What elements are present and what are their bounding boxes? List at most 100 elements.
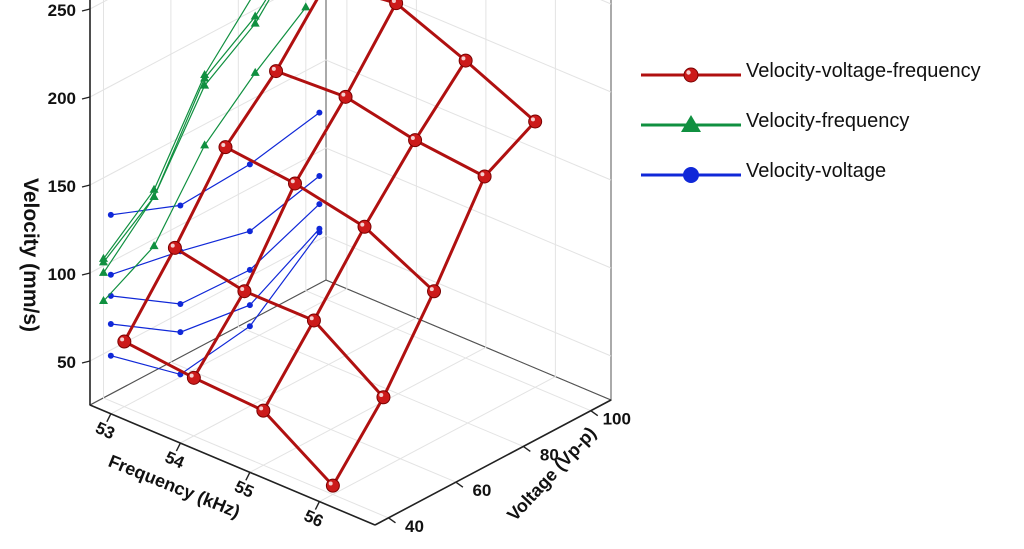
x-tick-mark <box>106 413 112 423</box>
legend-label: Velocity-voltage-frequency <box>746 60 981 82</box>
data-point <box>167 240 182 255</box>
data-point <box>107 211 114 218</box>
data-point-highlight <box>170 243 175 248</box>
data-point <box>237 284 252 299</box>
z-tick-label: 150 <box>48 177 76 196</box>
y-axis-line <box>374 399 612 526</box>
data-point <box>338 89 353 104</box>
data-point <box>218 140 233 155</box>
legend-item-velocity-frequency: Velocity-frequency <box>636 100 1021 150</box>
series-triangle <box>98 0 311 305</box>
legend-swatch-triangle <box>641 115 741 132</box>
data-point-highlight <box>379 393 384 398</box>
data-point-highlight <box>309 316 314 321</box>
y-axis-label: Voltage (Vp-p) <box>503 423 600 525</box>
y-tick-label: 40 <box>405 517 424 536</box>
data-point-highlight <box>530 117 535 122</box>
data-point <box>301 2 311 11</box>
data-point-highlight <box>461 56 466 61</box>
data-point-highlight <box>391 0 396 3</box>
grid-lines <box>89 0 612 519</box>
data-point <box>287 176 302 191</box>
y-tick-mark <box>522 445 531 452</box>
data-point <box>528 114 543 129</box>
legend-item-velocity-voltage-frequency: Velocity-voltage-frequency <box>636 50 1021 100</box>
data-point <box>458 53 473 68</box>
data-point <box>117 334 132 349</box>
data-point-highlight <box>360 222 365 227</box>
data-point <box>357 219 372 234</box>
data-point <box>306 313 321 328</box>
x-tick-label: 53 <box>93 418 118 443</box>
data-point <box>250 67 260 76</box>
series-line <box>110 228 320 333</box>
data-point <box>98 296 108 305</box>
data-point <box>376 390 391 405</box>
data-point <box>107 271 114 278</box>
data-point <box>408 133 423 148</box>
grid-line <box>89 147 612 274</box>
y-tick-mark <box>388 517 396 524</box>
y-tick-label: 60 <box>472 481 491 500</box>
legend-label: Velocity-frequency <box>746 110 910 132</box>
x-axis-line <box>89 404 376 526</box>
data-point-highlight <box>259 406 264 411</box>
data-point <box>107 321 114 328</box>
x-tick-mark <box>175 442 181 452</box>
data-point <box>200 140 210 149</box>
data-point <box>177 202 184 209</box>
z-tick-mark <box>81 184 91 188</box>
z-tick-mark <box>81 96 91 100</box>
data-point <box>177 301 184 308</box>
data-point <box>246 161 253 168</box>
data-point-highlight <box>271 66 276 71</box>
z-tick-label: 100 <box>48 265 76 284</box>
grid-line <box>89 235 612 362</box>
data-point <box>325 478 340 493</box>
x-tick-label: 55 <box>232 477 257 502</box>
series-sphere <box>117 0 543 493</box>
data-point <box>477 169 492 184</box>
series-line <box>110 231 320 376</box>
series-line <box>224 145 436 293</box>
data-point-highlight <box>240 287 245 292</box>
data-point <box>149 184 159 193</box>
data-point <box>98 257 108 266</box>
grid-line <box>170 0 457 483</box>
data-point <box>256 403 271 418</box>
series-line <box>379 0 537 123</box>
z-axis-label: Velocity (mm/s) <box>19 178 42 332</box>
legend-label: Velocity-voltage <box>746 160 887 182</box>
data-point <box>246 228 253 235</box>
data-point-highlight <box>120 337 125 342</box>
data-point-highlight <box>290 179 295 184</box>
data-point <box>389 0 404 11</box>
data-point <box>200 70 210 79</box>
z-tick-mark <box>81 272 91 276</box>
legend-swatch-sphere <box>641 67 741 83</box>
z-tick-label: 250 <box>48 1 76 20</box>
z-tick-label: 50 <box>57 353 76 372</box>
data-point <box>149 241 159 250</box>
legend-swatch-circle <box>641 167 741 183</box>
data-point-highlight <box>410 135 415 140</box>
x-tick-label: 56 <box>301 506 326 531</box>
grid-line <box>237 0 524 447</box>
data-point <box>177 329 184 336</box>
data-point <box>316 109 323 116</box>
data-point-highlight <box>429 287 434 292</box>
data-point <box>316 225 323 232</box>
data-point-highlight <box>341 92 346 97</box>
z-tick-mark <box>81 360 91 364</box>
grid-line <box>319 0 556 503</box>
data-point <box>250 18 260 27</box>
data-point <box>316 172 323 179</box>
grid-line <box>249 0 487 473</box>
grid-line <box>89 0 612 98</box>
z-tick-label: 200 <box>48 89 76 108</box>
grid-line <box>180 0 417 444</box>
y-tick-label: 100 <box>603 410 631 429</box>
series-line <box>123 340 335 487</box>
data-point <box>246 302 253 309</box>
